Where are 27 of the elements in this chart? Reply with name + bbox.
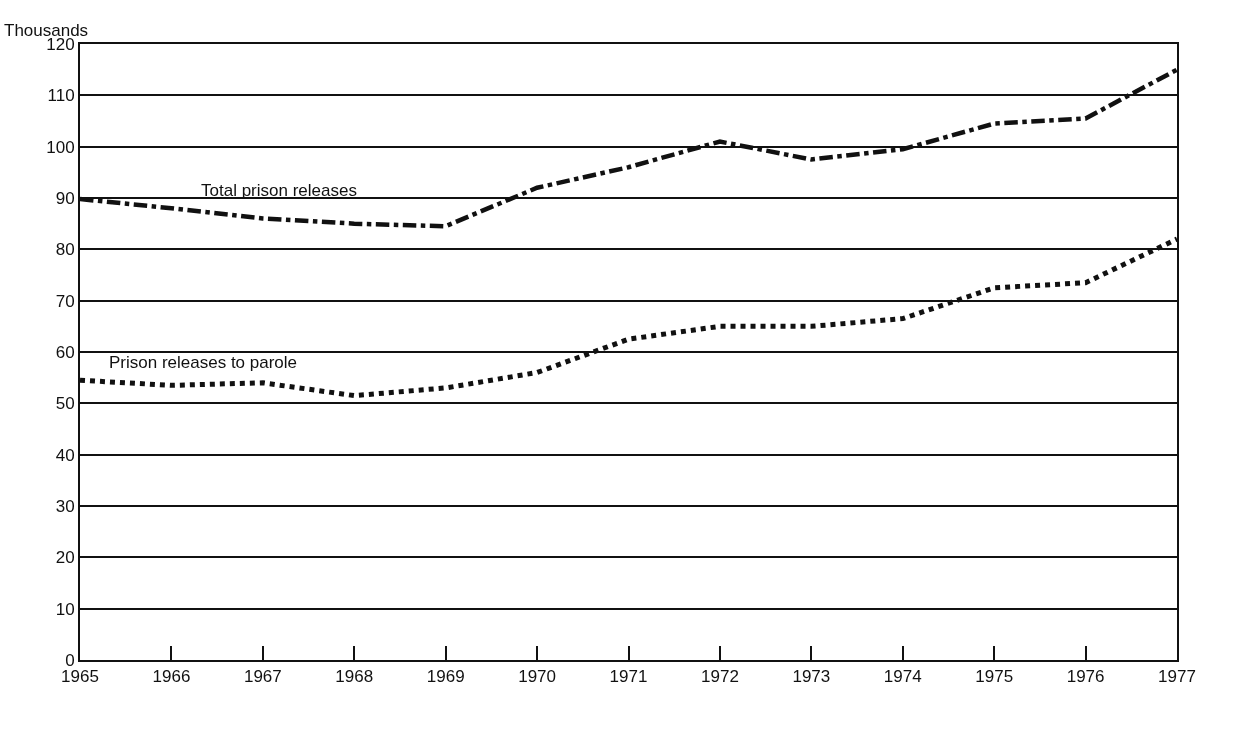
y-tick-label: 80 <box>55 240 75 260</box>
y-tick-label: 10 <box>55 599 75 619</box>
x-tick-label: 1973 <box>792 667 831 687</box>
x-tick-label: 1970 <box>518 667 556 687</box>
x-tick-label: 1977 <box>1158 667 1196 687</box>
y-tick-label: 70 <box>55 291 75 311</box>
x-tick-label: 1967 <box>243 667 282 687</box>
x-tick-label: 1972 <box>701 667 739 687</box>
y-tick-label: 110 <box>47 86 75 106</box>
x-tick-label: 1974 <box>883 667 922 687</box>
x-tick-label: 1971 <box>609 667 648 687</box>
y-tick-label: 20 <box>55 548 75 568</box>
series-label: Prison releases to parole <box>109 353 298 372</box>
y-tick-label: 100 <box>46 137 75 157</box>
y-tick-label: 50 <box>55 394 75 414</box>
y-tick-label: 30 <box>55 496 75 516</box>
x-tick-label: 1976 <box>1066 667 1105 687</box>
y-tick-label: 0 <box>65 650 75 670</box>
series-label: Total prison releases <box>201 181 357 200</box>
y-tick-label: 60 <box>55 342 75 362</box>
y-tick-label: 90 <box>55 188 75 208</box>
x-tick-label: 1968 <box>335 667 374 687</box>
x-tick-label: 1975 <box>975 667 1014 687</box>
x-tick-label: 1966 <box>152 667 191 687</box>
x-tick-label: 1969 <box>426 667 465 687</box>
x-tick-label: 1965 <box>61 667 99 687</box>
y-tick-label: 40 <box>55 445 75 465</box>
